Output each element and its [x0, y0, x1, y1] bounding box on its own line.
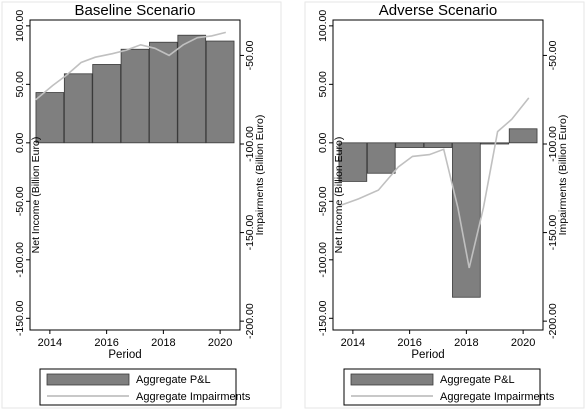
y-right-tick-label: -150.00 [547, 215, 559, 251]
x-axis-label: Period [108, 349, 141, 361]
legend-label-impairments: Aggregate Impairments [136, 391, 251, 403]
plot-frame [29, 19, 241, 331]
y-right-tick-label: -150.00 [244, 215, 256, 251]
bar-2018 [452, 142, 481, 298]
panel-outer-border [304, 1, 585, 409]
impairments-line [338, 97, 530, 269]
plot-frame [332, 19, 544, 331]
panel-outer-border [1, 1, 282, 409]
bar-2014 [35, 92, 65, 144]
y-left-tick-label: -100.00 [317, 242, 329, 278]
x-tick-label: 2020 [511, 337, 535, 349]
chart-panel-2: Adverse Scenario 100.00 50.00 0.00 -50.00 -10… [304, 1, 585, 409]
x-tick-label: 2018 [454, 337, 478, 349]
x-tick-label: 2016 [94, 337, 118, 349]
y-right-axis-label: Impairments (Billion Euro) [254, 115, 266, 236]
y-left-tick-label: 0.00 [14, 132, 26, 153]
x-tick-label: 2018 [151, 337, 175, 349]
bar-2014 [338, 142, 368, 182]
y-left-tick-label: 50.00 [14, 71, 26, 97]
chart-title: Baseline Scenario [75, 2, 196, 19]
chart-panel-1: Baseline Scenario 100.00 50.00 0.00 -50.00 -1… [1, 1, 282, 409]
x-axis-label: Period [411, 349, 444, 361]
y-right-tick-label: -200.00 [547, 303, 559, 339]
bar-2020 [508, 128, 538, 144]
x-tick-label: 2014 [341, 337, 365, 349]
y-right-tick-label: -100.00 [547, 126, 559, 162]
x-tick-label: 2016 [397, 337, 421, 349]
y-left-tick-label: 100.00 [317, 10, 329, 42]
legend-swatch-pl [350, 373, 434, 386]
bar-2019 [177, 34, 207, 144]
y-left-tick-label: -150.00 [317, 300, 329, 336]
y-right-tick-label: -50.00 [244, 40, 256, 70]
y-left-axis-label: Net Income (Billion Euro) [333, 137, 345, 254]
legend-label-impairments: Aggregate Impairments [440, 391, 555, 403]
y-left-tick-label: 0.00 [317, 132, 329, 153]
bar-2020 [205, 40, 235, 144]
legend-swatch-pl [46, 373, 130, 386]
bar-2015 [63, 73, 93, 144]
legend-box [343, 368, 541, 406]
y-right-tick-label: -50.00 [547, 40, 559, 70]
x-tick-label: 2014 [38, 337, 62, 349]
bar-2018 [149, 41, 178, 144]
legend-label-pl: Aggregate P&L [136, 374, 211, 386]
bar-2015 [366, 142, 396, 174]
y-left-tick-label: 100.00 [14, 10, 26, 42]
y-left-tick-label: -100.00 [14, 242, 26, 278]
legend-label-pl: Aggregate P&L [440, 374, 515, 386]
y-left-axis-label: Net Income (Billion Euro) [30, 137, 42, 254]
y-right-axis-label: Impairments (Billion Euro) [557, 115, 569, 236]
y-right-tick-label: -100.00 [244, 126, 256, 162]
x-tick-label: 2020 [208, 337, 232, 349]
bar-2017 [120, 48, 150, 144]
bar-2016 [395, 142, 424, 148]
y-left-tick-label: -150.00 [14, 300, 26, 336]
impairments-line [35, 31, 226, 101]
y-left-tick-label: -50.00 [317, 186, 329, 216]
bar-2017 [423, 142, 453, 148]
y-right-tick-label: -200.00 [244, 303, 256, 339]
y-left-tick-label: 50.00 [317, 71, 329, 97]
y-left-tick-label: -50.00 [14, 186, 26, 216]
bar-2016 [92, 64, 121, 144]
chart-title: Adverse Scenario [379, 2, 497, 19]
